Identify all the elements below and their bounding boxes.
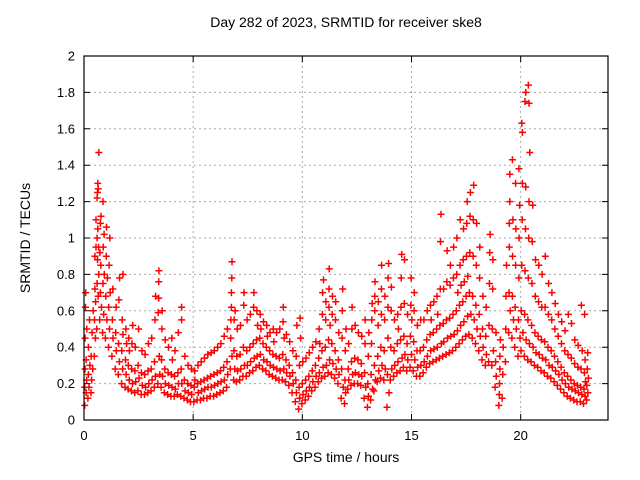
y-tick-label: 0 [68, 413, 75, 428]
y-tick-label: 1 [68, 231, 75, 246]
chart-title: Day 282 of 2023, SRMTID for receiver ske… [210, 14, 482, 30]
y-tick-label: 0.8 [57, 267, 75, 282]
grid-lines [84, 56, 608, 420]
y-tick-label: 0.2 [57, 376, 75, 391]
y-tick-label: 0.6 [57, 303, 75, 318]
y-tick-label: 2 [68, 49, 75, 64]
y-tick-label: 1.8 [57, 85, 75, 100]
y-tick-label: 1.6 [57, 121, 75, 136]
y-tick-label: 1.4 [57, 158, 75, 173]
plot-border [83, 55, 609, 421]
x-tick-label: 10 [295, 428, 309, 443]
scatter-points [81, 81, 592, 413]
x-tick-label: 20 [513, 428, 527, 443]
x-tick-label: 15 [404, 428, 418, 443]
x-axis-label: GPS time / hours [292, 449, 400, 465]
y-tick-label: 1.2 [57, 194, 75, 209]
y-tick-label: 0.4 [57, 340, 75, 355]
x-tick-label: 0 [80, 428, 87, 443]
x-tick-label: 5 [190, 428, 197, 443]
